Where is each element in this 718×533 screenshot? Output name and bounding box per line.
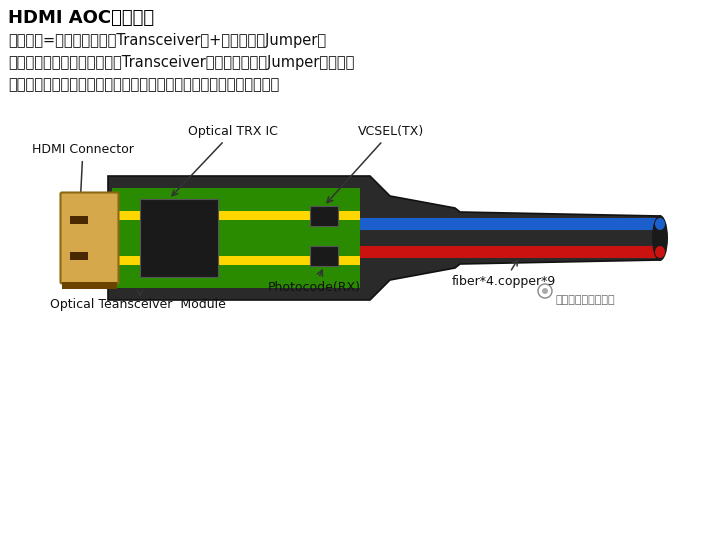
Bar: [70, 216, 88, 224]
Text: fiber*4.copper*9: fiber*4.copper*9: [452, 260, 556, 288]
Bar: [112, 188, 360, 288]
FancyBboxPatch shape: [60, 192, 118, 284]
Bar: [140, 199, 218, 277]
Polygon shape: [360, 218, 660, 230]
Text: 线缆行业朋友分享圈: 线缆行业朋友分享圈: [555, 295, 615, 305]
Bar: [310, 206, 338, 226]
Bar: [112, 211, 360, 220]
Bar: [310, 246, 338, 266]
Text: HDMI Connector: HDMI Connector: [32, 143, 134, 204]
Text: 有源光缆是由两个光收发器（Transceiver）及光缆跳线（Jumper）组成的: 有源光缆是由两个光收发器（Transceiver）及光缆跳线（Jumper）组成…: [8, 55, 355, 70]
Polygon shape: [108, 176, 660, 300]
Text: 有源光缆=两个光收发器（Transceiver）+光缆跳线（Jumper）: 有源光缆=两个光收发器（Transceiver）+光缆跳线（Jumper）: [8, 33, 326, 48]
Text: Optical TRX IC: Optical TRX IC: [172, 125, 278, 196]
Ellipse shape: [655, 218, 665, 230]
Text: Optical Teansceiver  Module: Optical Teansceiver Module: [50, 298, 226, 311]
Circle shape: [542, 288, 548, 294]
Ellipse shape: [652, 215, 668, 261]
Bar: [112, 256, 360, 265]
Text: Photocode(RX): Photocode(RX): [268, 270, 361, 294]
Text: VCSEL(TX): VCSEL(TX): [327, 125, 424, 203]
Bar: [62, 282, 117, 289]
Bar: [70, 252, 88, 260]
Text: 一套系统，这个系统相对独立器件组成的系统速率更高、可靠性更好。: 一套系统，这个系统相对独立器件组成的系统速率更高、可靠性更好。: [8, 77, 279, 92]
Ellipse shape: [655, 246, 665, 258]
Polygon shape: [360, 246, 660, 258]
Text: HDMI AOC光缆结构: HDMI AOC光缆结构: [8, 9, 154, 27]
